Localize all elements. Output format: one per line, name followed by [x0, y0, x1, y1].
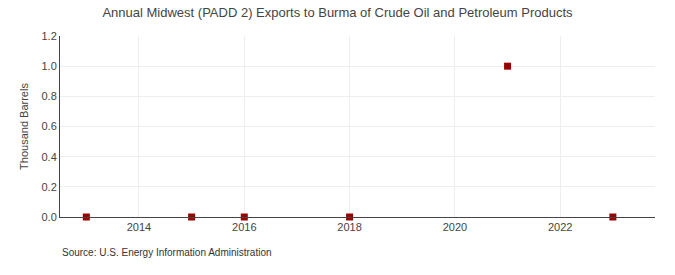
svg-text:0.2: 0.2: [42, 181, 57, 193]
svg-text:1.2: 1.2: [42, 30, 57, 42]
svg-text:1.0: 1.0: [42, 60, 57, 72]
svg-text:2014: 2014: [127, 221, 151, 233]
svg-text:2018: 2018: [337, 221, 361, 233]
svg-text:0.6: 0.6: [42, 120, 57, 132]
svg-text:2022: 2022: [548, 221, 572, 233]
svg-text:Annual Midwest (PADD 2) Export: Annual Midwest (PADD 2) Exports to Burma…: [102, 5, 573, 20]
svg-text:2016: 2016: [232, 221, 256, 233]
svg-text:0.8: 0.8: [42, 90, 57, 102]
svg-text:2020: 2020: [443, 221, 467, 233]
svg-text:0.0: 0.0: [42, 211, 57, 223]
svg-text:Thousand Barrels: Thousand Barrels: [18, 83, 30, 170]
svg-text:0.4: 0.4: [42, 151, 57, 163]
svg-text:Source: U.S. Energy Informatio: Source: U.S. Energy Information Administ…: [62, 247, 272, 258]
